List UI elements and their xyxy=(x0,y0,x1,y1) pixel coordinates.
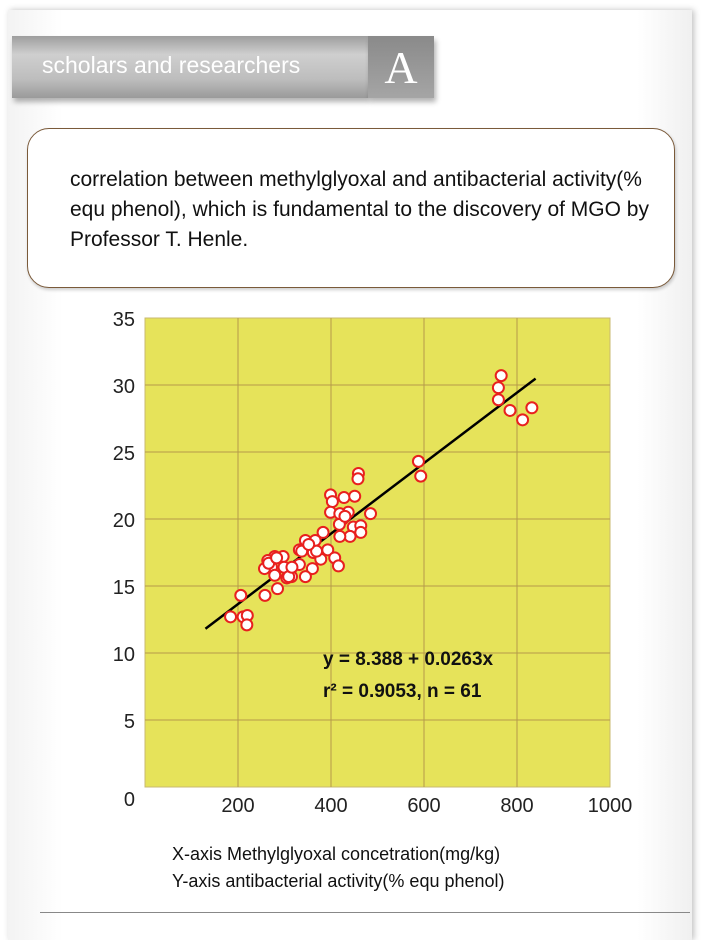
data-point xyxy=(338,509,352,523)
intro-box: correlation between methylglyoxal and an… xyxy=(27,128,675,288)
y-tick-label: 5 xyxy=(124,711,135,733)
divider xyxy=(40,912,690,913)
data-point xyxy=(298,570,312,584)
data-point xyxy=(411,454,425,468)
data-point xyxy=(348,489,362,503)
x-tick-label: 400 xyxy=(314,795,347,817)
data-point xyxy=(331,559,345,573)
x-tick-label: 600 xyxy=(407,795,440,817)
data-point xyxy=(364,507,378,521)
section-title: scholars and researchers xyxy=(42,52,301,78)
regression-stats: r² = 0.9053, n = 61 xyxy=(323,681,482,702)
data-point xyxy=(240,618,254,632)
data-point xyxy=(491,381,505,395)
y-tick-label: 0 xyxy=(124,789,135,811)
y-tick-label: 20 xyxy=(113,510,135,532)
y-tick-label: 15 xyxy=(113,577,135,599)
data-point xyxy=(234,588,248,602)
data-point xyxy=(302,537,316,551)
data-point xyxy=(333,529,347,543)
y-tick-label: 35 xyxy=(113,309,135,331)
data-point xyxy=(354,525,368,539)
data-point xyxy=(525,401,539,415)
data-point xyxy=(337,491,351,505)
data-point xyxy=(325,495,339,509)
data-point xyxy=(268,568,282,582)
y-axis-caption: Y-axis antibacterial activity(% equ phen… xyxy=(172,871,505,891)
data-point xyxy=(271,582,285,596)
scatter-chart: 200 400 600 800 1000 0 5 10 15 20 25 30 35 y = 8.388 … xyxy=(113,309,633,817)
x-tick-label: 1000 xyxy=(588,795,633,817)
intro-text: correlation between methylglyoxal and an… xyxy=(70,168,649,251)
data-point xyxy=(258,588,272,602)
y-tick-label: 30 xyxy=(113,376,135,398)
data-point xyxy=(270,551,284,565)
data-point xyxy=(516,413,530,427)
x-tick-label: 800 xyxy=(500,795,533,817)
y-tick-label: 10 xyxy=(113,644,135,666)
data-point xyxy=(305,562,319,576)
data-point xyxy=(285,560,299,574)
regression-equation: y = 8.388 + 0.0263x xyxy=(323,649,494,670)
data-point xyxy=(316,525,330,539)
section-letter-badge: A xyxy=(368,36,434,98)
x-axis-caption: X-axis Methylglyoxal concetration(mg/kg) xyxy=(172,844,501,864)
section-header: scholars and researchers xyxy=(12,36,368,98)
data-point xyxy=(494,369,508,383)
data-point xyxy=(351,472,365,486)
y-tick-label: 25 xyxy=(113,443,135,465)
plot-area xyxy=(144,317,611,788)
regression-line xyxy=(204,377,537,630)
data-point xyxy=(224,610,238,624)
data-point xyxy=(491,393,505,407)
data-point xyxy=(414,469,428,483)
data-point xyxy=(503,403,517,417)
x-tick-label: 200 xyxy=(221,795,254,817)
